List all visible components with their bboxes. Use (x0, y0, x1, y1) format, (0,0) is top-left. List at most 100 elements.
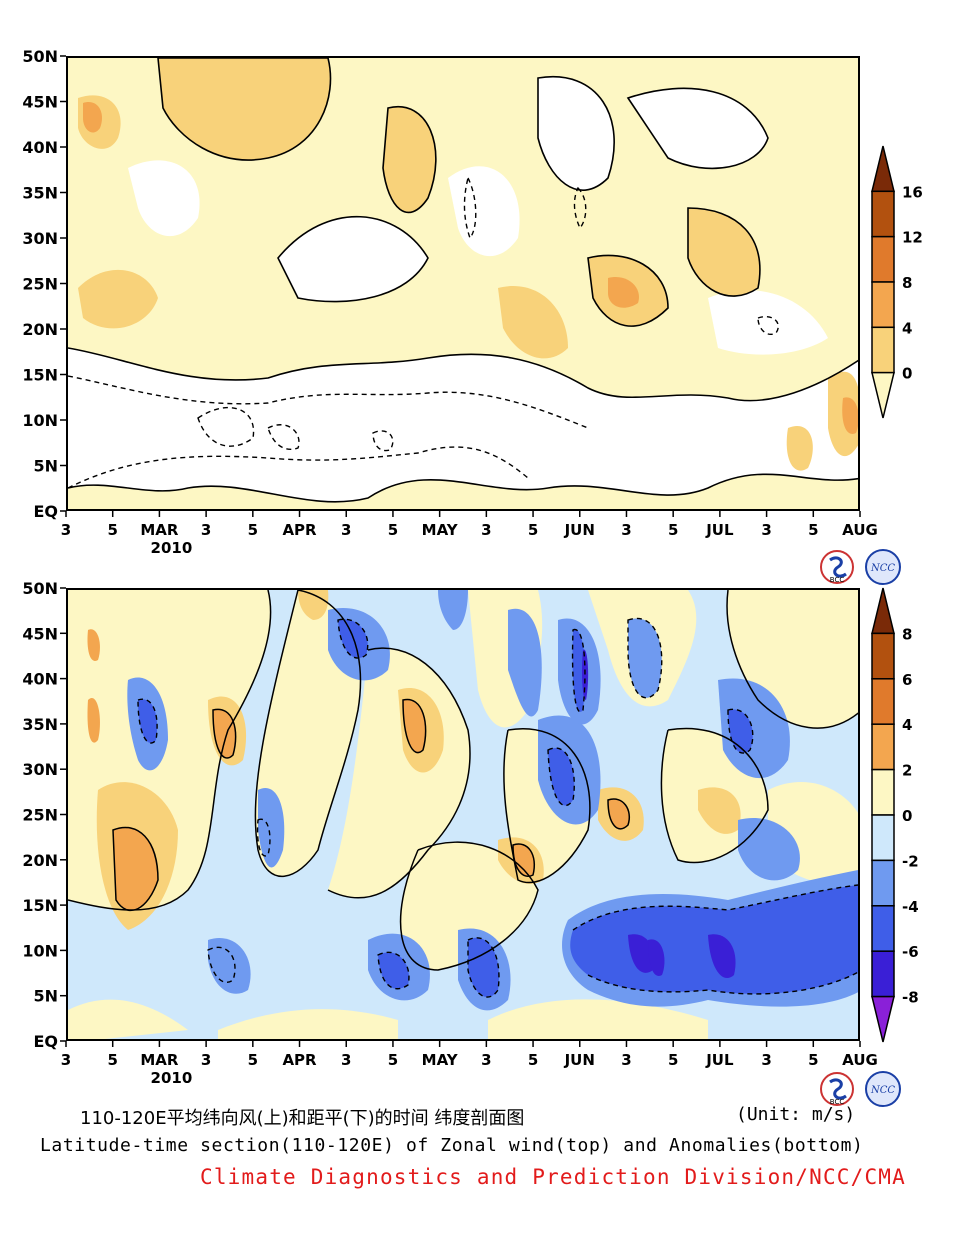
x-tick-label: MAR (140, 521, 179, 539)
x-tick-label: 3 (341, 521, 351, 539)
x-tick-label: 3 (761, 521, 771, 539)
y-tick-label: 15N (22, 896, 58, 915)
x-tick-label: 3 (201, 1051, 211, 1069)
x-tick-label: MAY (422, 521, 459, 539)
colorbar-label: 2 (902, 762, 912, 780)
ncc-logo-icon (865, 549, 901, 585)
y-tick-label: 10N (22, 941, 58, 960)
colorbar-label: 4 (902, 716, 912, 734)
colorbar-label: -6 (902, 943, 919, 961)
y-tick-label: 10N (22, 411, 58, 430)
colorbar-label: 0 (902, 807, 912, 825)
x-tick-label: 3 (761, 1051, 771, 1069)
caption-english: Latitude-time section(110-120E) of Zonal… (40, 1135, 864, 1156)
y-tick-label: 30N (22, 229, 58, 248)
x-tick-label: 5 (248, 1051, 258, 1069)
y-tick-label: 20N (22, 851, 58, 870)
y-tick-label: EQ (33, 1032, 58, 1051)
x-tick-label: 5 (248, 521, 258, 539)
bcc-logo-text: BCC (830, 576, 845, 584)
y-tick-label: 35N (22, 184, 58, 203)
colorbar-label: 6 (902, 671, 912, 689)
x-tick-label: 5 (808, 521, 818, 539)
x-tick-label: AUG (842, 521, 878, 539)
colorbar-segment (871, 326, 895, 374)
colorbar-label: 8 (902, 625, 912, 643)
colorbar-segment (871, 905, 895, 952)
x-tick-label: 3 (201, 521, 211, 539)
colorbar-label: 8 (902, 274, 912, 292)
y-tick-label: 5N (33, 457, 58, 476)
x-tick-label: APR (282, 521, 317, 539)
colorbar-segment (871, 950, 895, 998)
x-tick-label: 5 (107, 521, 117, 539)
colorbar-segment (871, 190, 895, 238)
y-tick-label: 30N (22, 760, 58, 779)
colorbar-label: 0 (902, 365, 912, 383)
x-tick-label: MAR (140, 1051, 179, 1069)
x-year-label: 2010 (151, 539, 193, 557)
ncc-logo-text: NCC (870, 1085, 895, 1096)
x-tick-label: 5 (107, 1051, 117, 1069)
logos-bottom: BCC NCC (820, 1071, 901, 1107)
x-tick-label: 5 (668, 521, 678, 539)
x-tick-label: 5 (388, 1051, 398, 1069)
colorbar-label: 12 (902, 229, 923, 247)
x-tick-label: AUG (842, 1051, 878, 1069)
x-year-label: 2010 (151, 1069, 193, 1087)
x-tick-label: JUL (705, 521, 734, 539)
x-tick-label: 3 (621, 521, 631, 539)
x-tick-label: 5 (388, 521, 398, 539)
colorbar-segment (871, 371, 895, 419)
colorbar-segment (871, 235, 895, 283)
y-tick-label: 50N (22, 47, 58, 66)
y-tick-label: EQ (33, 502, 58, 521)
bcc-logo-text: BCC (830, 1098, 845, 1106)
colorbar-segment (871, 859, 895, 907)
x-tick-label: 3 (481, 1051, 491, 1069)
x-tick-label: 3 (621, 1051, 631, 1069)
bottom-panel-plot-area (66, 588, 860, 1041)
y-tick-label: 40N (22, 670, 58, 689)
colorbar-segment (871, 678, 895, 725)
x-tick-label: 3 (61, 1051, 71, 1069)
x-tick-label: JUN (564, 1051, 595, 1069)
y-tick-label: 40N (22, 138, 58, 157)
x-tick-label: 5 (808, 1051, 818, 1069)
y-tick-label: 45N (22, 93, 58, 112)
x-tick-label: JUN (564, 521, 595, 539)
y-tick-label: 25N (22, 275, 58, 294)
colorbar-label: -4 (902, 898, 919, 916)
colorbar-label: 16 (902, 183, 923, 201)
colorbar-label: -8 (902, 989, 919, 1007)
colorbar-segment (871, 995, 895, 1043)
colorbar-segment (871, 281, 895, 329)
colorbar-segment (871, 768, 895, 816)
ncc-logo-text: NCC (870, 563, 895, 574)
caption-organization: Climate Diagnostics and Prediction Divis… (200, 1165, 906, 1189)
x-tick-label: 3 (61, 521, 71, 539)
bottom-shading (68, 590, 858, 1039)
colorbar-label: -2 (902, 852, 919, 870)
x-tick-label: APR (282, 1051, 317, 1069)
x-tick-label: 3 (481, 521, 491, 539)
x-tick-label: 5 (668, 1051, 678, 1069)
y-tick-label: 15N (22, 366, 58, 385)
y-tick-label: 5N (33, 987, 58, 1006)
y-tick-label: 45N (22, 624, 58, 643)
y-tick-label: 50N (22, 579, 58, 598)
caption-chinese: 110-120E平均纬向风(上)和距平(下)的时间 纬度剖面图 (80, 1108, 525, 1129)
colorbar-label: 4 (902, 319, 912, 337)
x-tick-label: JUL (705, 1051, 734, 1069)
colorbar-segment (871, 814, 895, 862)
colorbar-segment (871, 723, 895, 771)
ncc-logo-icon (865, 1071, 901, 1107)
top-shading (68, 58, 858, 503)
caption-unit: (Unit: m/s) (736, 1104, 856, 1125)
y-tick-label: 25N (22, 806, 58, 825)
x-tick-label: 5 (528, 1051, 538, 1069)
y-tick-label: 35N (22, 715, 58, 734)
x-tick-label: 5 (528, 521, 538, 539)
colorbar-segment (871, 632, 895, 680)
